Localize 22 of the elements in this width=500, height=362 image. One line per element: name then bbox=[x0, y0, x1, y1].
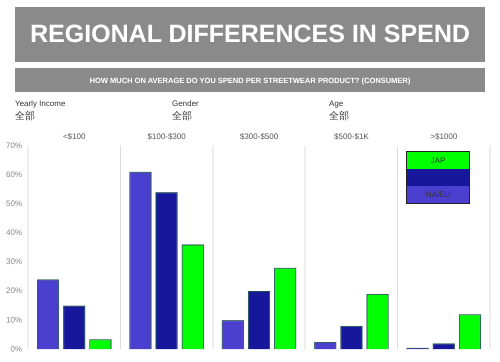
x-tick-label: $500-$1K bbox=[334, 132, 370, 142]
y-tick-label: 60% bbox=[6, 170, 22, 179]
text: 全部 bbox=[329, 111, 349, 122]
text: Age bbox=[329, 98, 344, 110]
text: 全部 bbox=[15, 111, 35, 122]
x-tick-label: >$1000 bbox=[430, 132, 458, 142]
y-tick-label: 50% bbox=[6, 198, 22, 208]
y-tick-label: 10% bbox=[6, 315, 22, 324]
y-tick-label: 40% bbox=[6, 228, 22, 238]
text: Yearly Income bbox=[15, 98, 66, 110]
x-tick-label: $100-$300 bbox=[147, 132, 186, 142]
text: 全部 bbox=[172, 111, 192, 122]
text: Gender bbox=[172, 98, 199, 110]
x-tick-label: $300-$500 bbox=[240, 132, 279, 142]
y-tick-label: 20% bbox=[6, 286, 22, 296]
x-tick-label: <$100 bbox=[62, 132, 86, 142]
text: JAP bbox=[407, 152, 469, 169]
y-tick-label: 30% bbox=[6, 257, 22, 266]
chart-title: REGIONAL DIFFERENCES IN SPEND bbox=[15, 7, 485, 62]
y-tick-label: 0% bbox=[10, 344, 22, 354]
y-tick-label: 70% bbox=[6, 140, 22, 150]
text: NA/EU bbox=[407, 186, 469, 203]
